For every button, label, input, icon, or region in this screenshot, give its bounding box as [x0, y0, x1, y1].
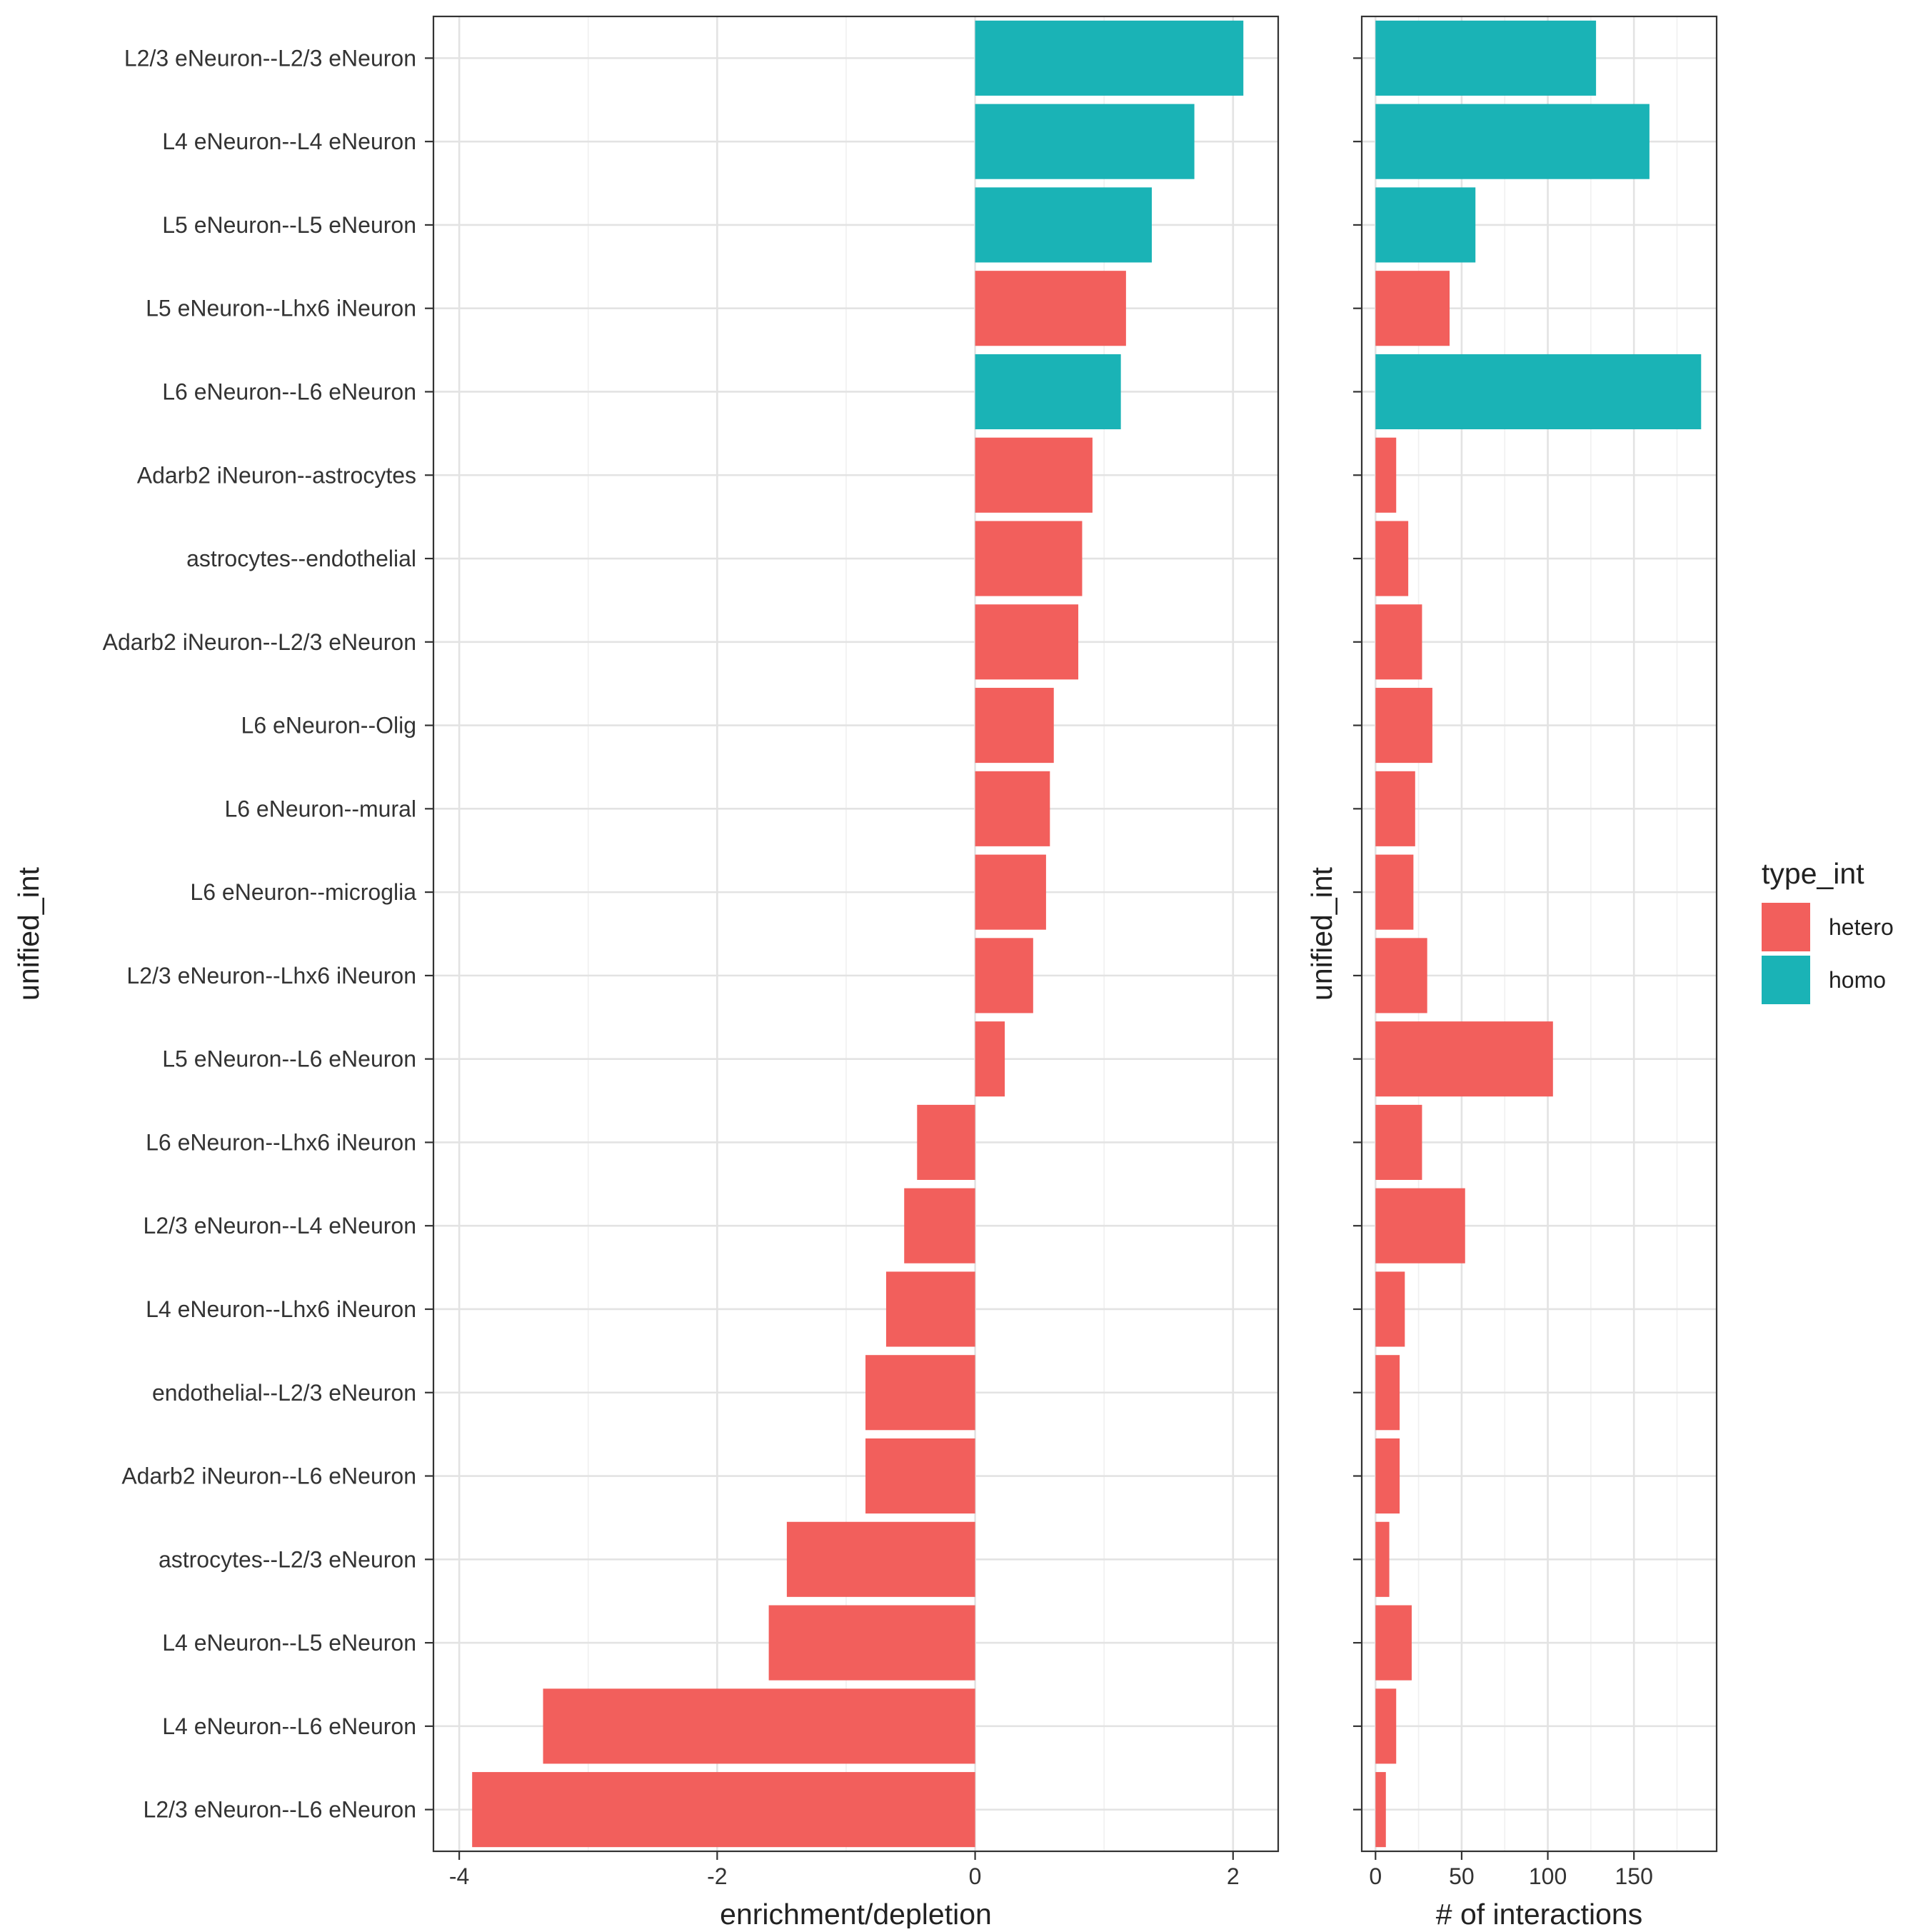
y-tick-label: L5 eNeuron--Lhx6 iNeuron [146, 296, 416, 321]
y-tick-label: L2/3 eNeuron--Lhx6 iNeuron [126, 963, 416, 988]
y-tick-label: L6 eNeuron--Lhx6 iNeuron [146, 1129, 416, 1155]
y-tick-label: astrocytes--L2/3 eNeuron [159, 1546, 416, 1572]
bar-hetero [1375, 1605, 1412, 1681]
bar-hetero [1375, 688, 1432, 764]
bar-hetero [1375, 437, 1397, 513]
y-tick-label: L2/3 eNeuron--L6 eNeuron [144, 1797, 416, 1823]
bar-hetero [975, 688, 1054, 764]
bar-hetero [1375, 1271, 1405, 1347]
y-tick-label: L4 eNeuron--L4 eNeuron [162, 129, 416, 154]
legend-title: type_int [1762, 857, 1864, 890]
bar-hetero [1375, 1688, 1397, 1764]
bar-hetero [768, 1605, 975, 1681]
y-tick-label: endothelial--L2/3 eNeuron [152, 1380, 416, 1406]
bar-homo [1375, 104, 1650, 179]
y-tick-label: L6 eNeuron--L6 eNeuron [162, 379, 416, 404]
bar-hetero [865, 1355, 975, 1431]
bar-hetero [1375, 771, 1415, 846]
x-axis-title: enrichment/depletion [720, 1898, 992, 1928]
bar-homo [975, 104, 1195, 179]
bar-homo [1375, 187, 1476, 263]
bar-hetero [786, 1521, 975, 1597]
legend-label: homo [1829, 967, 1886, 993]
bar-hetero [1375, 1772, 1386, 1848]
bar-hetero [1375, 1104, 1422, 1180]
x-tick-label: 100 [1529, 1863, 1567, 1889]
x-axis-title: # of interactions [1436, 1898, 1642, 1928]
bar-hetero [1375, 271, 1450, 346]
bar-hetero [975, 271, 1126, 346]
x-tick-label: -4 [449, 1863, 469, 1889]
bar-hetero [975, 437, 1093, 513]
x-tick-label: -2 [707, 1863, 727, 1889]
bar-hetero [917, 1104, 975, 1180]
bar-hetero [543, 1688, 975, 1764]
bar-homo [1375, 354, 1702, 430]
bar-hetero [1375, 1521, 1390, 1597]
bar-homo [1375, 20, 1597, 96]
y-tick-label: Adarb2 iNeuron--L6 eNeuron [121, 1463, 416, 1489]
bar-hetero [975, 771, 1050, 846]
y-tick-label: L4 eNeuron--L6 eNeuron [162, 1713, 416, 1739]
y-tick-label: L6 eNeuron--mural [224, 796, 416, 821]
y-axis-title: unified_int [12, 866, 45, 1001]
bar-hetero [975, 938, 1033, 1013]
bar-homo [975, 187, 1153, 263]
legend-key-homo [1762, 956, 1810, 1004]
y-tick-label: L2/3 eNeuron--L4 eNeuron [144, 1213, 416, 1238]
bar-hetero [975, 854, 1046, 930]
bar-hetero [885, 1271, 975, 1347]
bar-hetero [1375, 521, 1409, 596]
bar-hetero [1375, 1355, 1400, 1431]
x-tick-label: 2 [1227, 1863, 1240, 1889]
bar-hetero [1375, 1438, 1400, 1514]
y-axis-title: unified_int [1305, 866, 1338, 1001]
y-tick-label: L2/3 eNeuron--L2/3 eNeuron [124, 45, 416, 71]
y-tick-label: L6 eNeuron--Olig [241, 713, 416, 739]
y-tick-label: L6 eNeuron--microglia [190, 879, 416, 905]
bar-hetero [1375, 1021, 1553, 1097]
x-tick-label: 0 [1369, 1863, 1382, 1889]
bar-hetero [1375, 604, 1422, 680]
legend-key-hetero [1762, 903, 1810, 951]
y-tick-label: Adarb2 iNeuron--L2/3 eNeuron [103, 629, 416, 655]
legend [1762, 903, 1810, 1004]
bar-homo [975, 354, 1121, 430]
bar-homo [975, 20, 1244, 96]
bar-hetero [472, 1772, 975, 1848]
y-tick-label: astrocytes--endothelial [186, 546, 416, 571]
panel-border [432, 15, 1280, 1853]
bar-hetero [975, 521, 1083, 596]
panel-0 [425, 15, 1280, 1860]
y-tick-label: L4 eNeuron--Lhx6 iNeuron [146, 1296, 416, 1322]
bar-hetero [865, 1438, 975, 1514]
legend-label: hetero [1829, 914, 1894, 940]
bar-hetero [1375, 854, 1414, 930]
bar-hetero [975, 1021, 1005, 1097]
bar-hetero [975, 604, 1079, 680]
y-tick-label: Adarb2 iNeuron--astrocytes [137, 462, 416, 488]
bar-hetero [1375, 938, 1427, 1013]
panel-border [1360, 15, 1718, 1853]
y-tick-label: L5 eNeuron--L6 eNeuron [162, 1046, 416, 1072]
bar-hetero [904, 1188, 975, 1263]
panel-1 [1353, 15, 1718, 1860]
y-tick-label: L4 eNeuron--L5 eNeuron [162, 1630, 416, 1656]
bar-hetero [1375, 1188, 1465, 1263]
x-tick-label: 50 [1449, 1863, 1475, 1889]
x-tick-label: 0 [969, 1863, 982, 1889]
y-tick-label: L5 eNeuron--L5 eNeuron [162, 212, 416, 238]
x-tick-label: 150 [1615, 1863, 1652, 1889]
